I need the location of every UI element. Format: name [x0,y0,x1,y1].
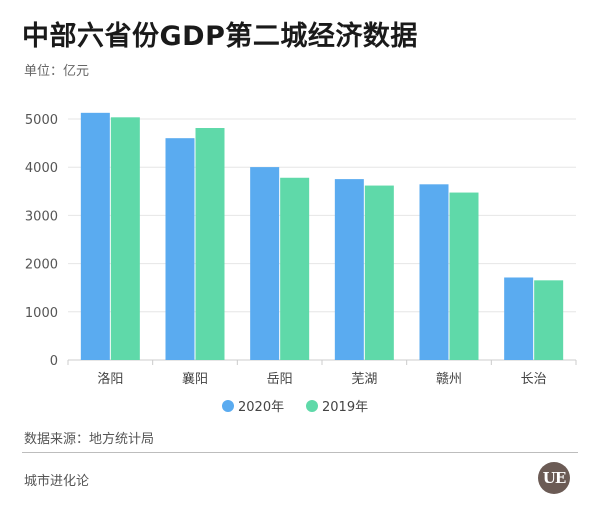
y-tick-label: 4000 [25,161,58,176]
y-tick-label: 2000 [25,258,58,273]
legend-label-1: 2019年 [322,400,368,415]
y-tick-label: 5000 [25,113,58,128]
bar-2019-3 [364,185,394,360]
bar-2020-0 [80,112,110,360]
unit-label: 单位：亿元 [24,64,90,79]
legend-label-0: 2020年 [238,400,284,415]
brand-name: 城市进化论 [24,474,90,489]
y-tick-label: 1000 [25,306,58,321]
x-tick-label: 芜湖 [351,372,377,387]
y-tick-label: 3000 [25,209,58,224]
legend-swatch-0 [222,400,234,412]
bar-2019-2 [280,177,310,360]
bar-chart: 0 1000 2000 3000 4000 5000 洛阳 襄阳 岳阳 芜湖 赣州 长治 2020年 20… [25,112,577,415]
bar-2019-1 [195,128,225,360]
bar-2020-2 [250,167,280,360]
chart-title: 中部六省份GDP第二城经济数据 [22,21,418,52]
data-source: 数据来源：地方统计局 [24,432,155,447]
bar-2020-5 [504,277,534,360]
x-tick-label: 长治 [521,372,547,387]
footer-divider [22,452,578,453]
bar-2019-5 [534,280,564,360]
brand-logo: UE [538,462,570,494]
x-tick-label: 岳阳 [267,372,293,387]
y-tick-label: 0 [50,354,58,369]
bar-2020-4 [419,184,449,360]
bar-2020-3 [334,179,364,360]
legend-swatch-1 [306,400,318,412]
bar-2019-4 [449,192,479,360]
x-tick-label: 洛阳 [97,372,123,387]
x-tick-label: 赣州 [436,372,462,387]
bar-2019-0 [110,117,140,360]
bar-2020-1 [165,138,195,360]
x-tick-label: 襄阳 [182,371,208,387]
